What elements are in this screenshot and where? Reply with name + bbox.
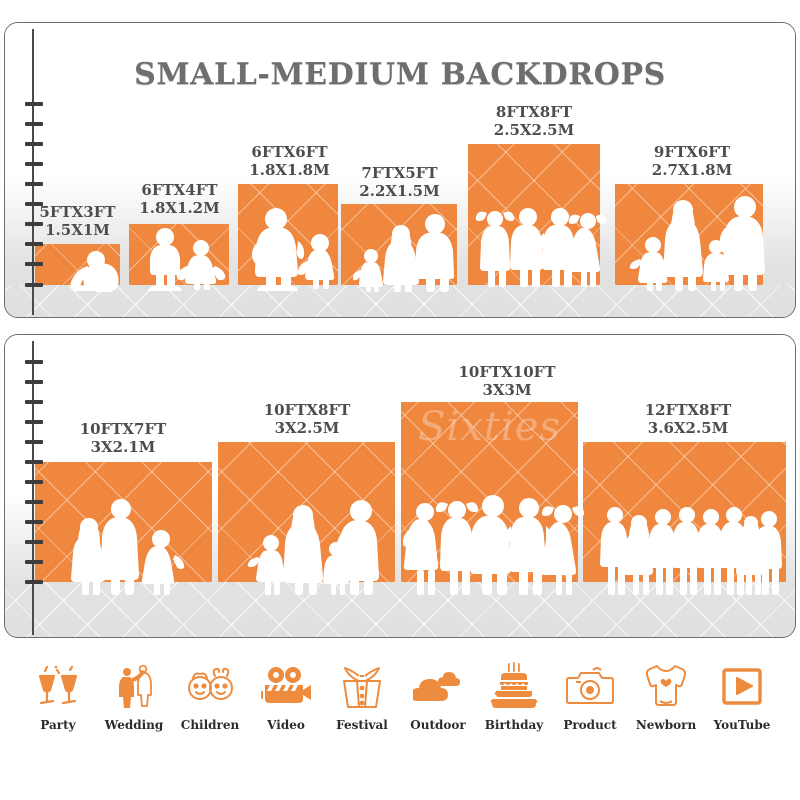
bar-10ftx10ft[interactable]: Sixties bbox=[401, 402, 578, 582]
panel-small-medium: SMALL-MEDIUM BACKDROPS 10 9 8 7 6 5 4 3 … bbox=[4, 22, 796, 318]
caption-12ftx8ft: 12FTX8FT 3.6X2.5M bbox=[613, 401, 763, 437]
panel-large: 12 11 10 9 8 7 6 5 4 3 2 1 10FTX7FT 3X2.… bbox=[4, 334, 796, 638]
icon-cell-product[interactable]: Product bbox=[554, 660, 626, 732]
axis-line bbox=[32, 341, 34, 635]
watermark-text: Sixties bbox=[418, 404, 561, 450]
bar-hatch bbox=[129, 224, 229, 285]
caption-m: 2.7X1.8M bbox=[651, 161, 733, 179]
bar-hatch bbox=[468, 144, 600, 285]
children-faces-icon bbox=[184, 660, 236, 712]
icon-cell-outdoor[interactable]: Outdoor bbox=[402, 660, 474, 732]
icon-label: Video bbox=[267, 718, 305, 732]
usage-icon-strip: Party Wedding bbox=[0, 660, 800, 760]
caption-6ftx6ft: 6FTX6FT 1.8X1.8M bbox=[227, 143, 352, 179]
bar-5ftx3ft[interactable] bbox=[35, 244, 120, 285]
caption-ft: 6FTX6FT bbox=[251, 143, 328, 161]
icon-label: Product bbox=[563, 718, 617, 732]
caption-ft: 10FTX10FT bbox=[458, 363, 556, 381]
icon-cell-wedding[interactable]: Wedding bbox=[98, 660, 170, 732]
floor-hatch-bottom bbox=[5, 579, 795, 637]
bar-10ftx8ft[interactable] bbox=[218, 442, 395, 582]
caption-7ftx5ft: 7FTX5FT 2.2X1.5M bbox=[337, 164, 462, 200]
birthday-cake-icon bbox=[489, 660, 539, 712]
icon-label: Outdoor bbox=[410, 718, 466, 732]
caption-m: 3.6X2.5M bbox=[647, 419, 729, 437]
caption-ft: 9FTX6FT bbox=[653, 143, 731, 161]
bar-hatch bbox=[341, 204, 457, 285]
icon-cell-children[interactable]: Children bbox=[174, 660, 246, 732]
cloud-icon bbox=[413, 660, 463, 712]
icon-label: Wedding bbox=[104, 718, 164, 732]
bar-10ftx7ft[interactable] bbox=[35, 462, 212, 582]
bar-hatch bbox=[238, 184, 338, 285]
play-button-icon bbox=[720, 660, 764, 712]
wedding-couple-icon bbox=[110, 660, 158, 712]
bar-hatch bbox=[35, 462, 212, 582]
photo-camera-icon bbox=[565, 660, 615, 712]
bar-hatch bbox=[35, 244, 120, 285]
cheers-glasses-icon bbox=[34, 660, 82, 712]
caption-9ftx6ft: 9FTX6FT 2.7X1.8M bbox=[627, 143, 757, 179]
page-title: SMALL-MEDIUM BACKDROPS bbox=[134, 57, 666, 92]
icon-label: Festival bbox=[336, 718, 388, 732]
bar-hatch bbox=[218, 442, 395, 582]
bar-6ftx4ft[interactable] bbox=[129, 224, 229, 285]
icon-cell-newborn[interactable]: Newborn bbox=[630, 660, 702, 732]
caption-m: 3X2.5M bbox=[274, 419, 340, 437]
icon-cell-festival[interactable]: Festival bbox=[326, 660, 398, 732]
bar-8ftx8ft[interactable] bbox=[468, 144, 600, 285]
icon-label: Children bbox=[180, 718, 240, 732]
y-axis-bottom: 12 11 10 9 8 7 6 5 4 3 2 1 bbox=[5, 335, 43, 637]
caption-ft: 10FTX7FT bbox=[79, 420, 167, 438]
icon-label: Birthday bbox=[484, 718, 544, 732]
bar-9ftx6ft[interactable] bbox=[615, 184, 763, 285]
icon-label: YouTube bbox=[713, 718, 771, 732]
baby-onesie-icon bbox=[642, 660, 690, 712]
caption-ft: 5FTX3FT bbox=[39, 203, 116, 221]
caption-ft: 12FTX8FT bbox=[644, 401, 732, 419]
caption-m: 2.2X1.5M bbox=[359, 182, 440, 200]
caption-ft: 10FTX8FT bbox=[263, 401, 351, 419]
caption-10ftx7ft: 10FTX7FT 3X2.1M bbox=[53, 420, 193, 456]
bar-7ftx5ft[interactable] bbox=[341, 204, 457, 285]
bar-hatch bbox=[615, 184, 763, 285]
caption-10ftx8ft: 10FTX8FT 3X2.5M bbox=[237, 401, 377, 437]
caption-ft: 8FTX8FT bbox=[495, 103, 573, 121]
caption-m: 1.8X1.8M bbox=[249, 161, 330, 179]
icon-cell-party[interactable]: Party bbox=[22, 660, 94, 732]
bar-12ftx8ft[interactable] bbox=[583, 442, 786, 582]
icon-label: Party bbox=[40, 718, 76, 732]
caption-10ftx10ft: 10FTX10FT 3X3M bbox=[437, 363, 577, 399]
caption-m: 3X3M bbox=[482, 381, 532, 399]
gift-box-icon bbox=[338, 660, 386, 712]
icon-cell-video[interactable]: Video bbox=[250, 660, 322, 732]
caption-8ftx8ft: 8FTX8FT 2.5X2.5M bbox=[469, 103, 599, 139]
bar-hatch bbox=[583, 442, 786, 582]
caption-m: 1.8X1.2M bbox=[139, 199, 220, 217]
caption-m: 2.5X2.5M bbox=[493, 121, 575, 139]
floor-hatch-top bbox=[5, 285, 795, 317]
icon-label: Newborn bbox=[635, 718, 697, 732]
caption-ft: 7FTX5FT bbox=[361, 164, 438, 182]
caption-6ftx4ft: 6FTX4FT 1.8X1.2M bbox=[117, 181, 242, 217]
icon-cell-youtube[interactable]: YouTube bbox=[706, 660, 778, 732]
bar-hatch bbox=[401, 402, 578, 582]
movie-camera-icon bbox=[261, 660, 311, 712]
bar-6ftx6ft[interactable] bbox=[238, 184, 338, 285]
caption-m: 3X2.1M bbox=[90, 438, 156, 456]
icon-cell-birthday[interactable]: Birthday bbox=[478, 660, 550, 732]
caption-ft: 6FTX4FT bbox=[141, 181, 218, 199]
